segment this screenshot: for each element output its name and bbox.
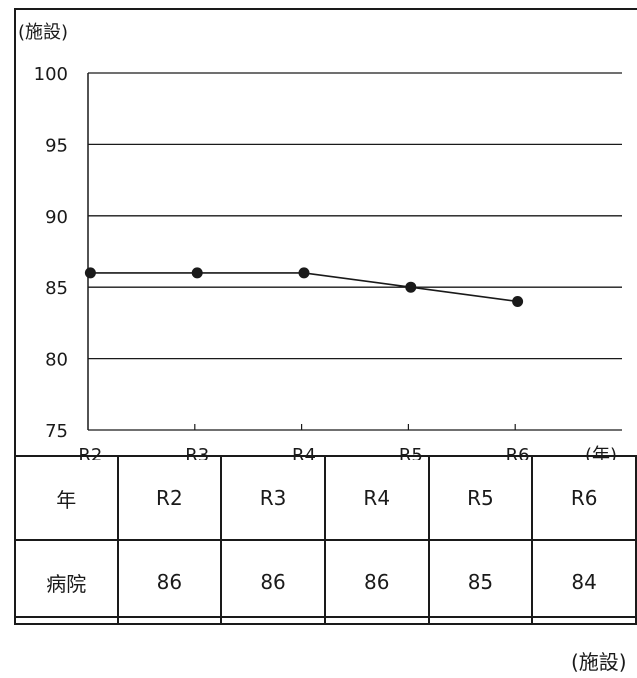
table-header-R2: R2 bbox=[116, 455, 223, 541]
y-tick-label: 100 bbox=[34, 64, 68, 85]
table-row-label: 病院 bbox=[14, 539, 119, 625]
y-tick-label: 95 bbox=[45, 135, 68, 156]
data-point-R2 bbox=[84, 267, 96, 279]
table-header-R4: R4 bbox=[323, 455, 430, 541]
data-point-R4 bbox=[298, 267, 310, 279]
data-point-R5 bbox=[405, 281, 417, 293]
table-header-R6: R6 bbox=[531, 455, 637, 541]
table-value-R4: 86 bbox=[323, 539, 430, 625]
table-header-label: 年 bbox=[14, 455, 119, 541]
table-value-R6: 84 bbox=[531, 539, 637, 625]
table-header-R3: R3 bbox=[220, 455, 326, 541]
y-tick-label: 80 bbox=[45, 350, 68, 371]
table-header-row: 年 R2 R3 R4 R5 R6 bbox=[14, 455, 637, 541]
table-value-R3: 86 bbox=[220, 539, 326, 625]
table-value-R2: 86 bbox=[116, 539, 223, 625]
y-tick-label: 85 bbox=[45, 278, 68, 299]
table-data-row: 病院 86 86 86 85 84 bbox=[14, 539, 637, 625]
y-tick-label: 90 bbox=[45, 207, 68, 228]
y-unit-label: (施設) bbox=[18, 22, 68, 43]
data-point-R6 bbox=[512, 295, 524, 307]
data-table: 年 R2 R3 R4 R5 R6 病院 86 86 86 85 84 bbox=[14, 455, 637, 625]
table-value-R5: 85 bbox=[427, 539, 534, 625]
data-point-R3 bbox=[191, 267, 203, 279]
table-unit-note: (施設) bbox=[571, 650, 627, 674]
table-header-R5: R5 bbox=[427, 455, 534, 541]
y-tick-label: 75 bbox=[45, 421, 68, 442]
